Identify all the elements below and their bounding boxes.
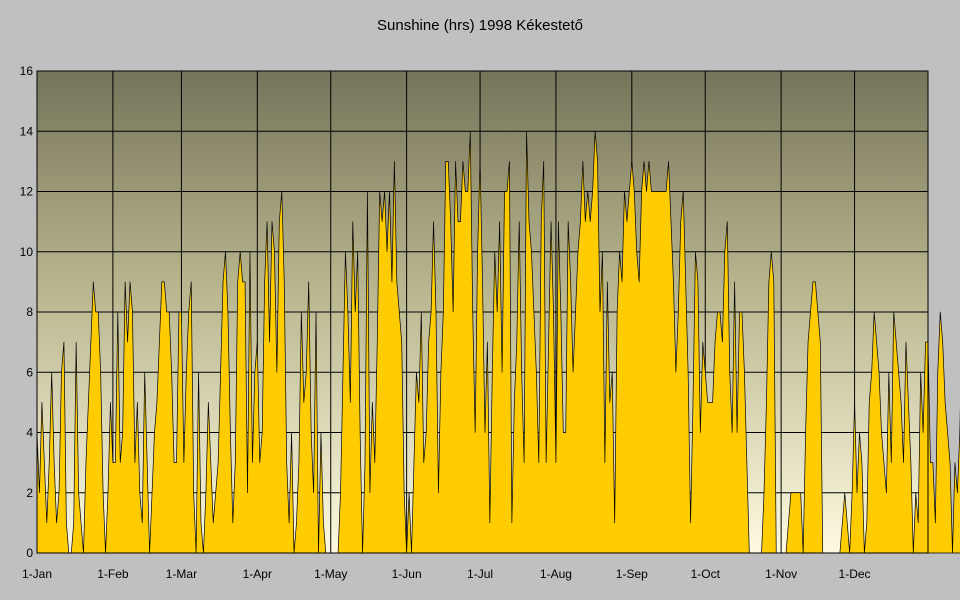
axes: 0 2 4 6 8 10 12 14 16 1-Jan 1-Feb 1-Mar 1-Apr 1-May 1-… <box>20 64 929 581</box>
chart-title: Sunshine (hrs) 1998 Kékestető <box>377 17 583 34</box>
y-tick-label: 2 <box>26 486 33 500</box>
x-tick-label: 1-Jun <box>392 567 422 581</box>
series-area <box>36 130 960 554</box>
y-tick-label: 12 <box>20 185 34 199</box>
x-tick-label: 1-Dec <box>839 567 871 581</box>
series-area-path <box>36 130 960 554</box>
x-tick-label: 1-Apr <box>243 567 272 581</box>
y-tick-label: 10 <box>20 245 34 259</box>
x-tick-label: 1-Jan <box>22 567 52 581</box>
x-tick-label: 1-Feb <box>97 567 129 581</box>
plot-border <box>36 70 929 554</box>
x-tick-label: 1-Oct <box>691 567 721 581</box>
y-tick-label: 8 <box>26 305 33 319</box>
y-tick-label: 14 <box>20 124 34 138</box>
y-tick-label: 16 <box>20 64 34 78</box>
x-tick-label: 1-Nov <box>765 567 797 581</box>
x-tick-label: 1-Sep <box>616 567 648 581</box>
y-tick-label: 0 <box>26 546 33 560</box>
x-tick-label: 1-Mar <box>166 567 197 581</box>
y-tick-label: 6 <box>26 365 33 379</box>
x-tick-label: 1-Aug <box>540 567 572 581</box>
x-tick-label: 1-Jul <box>467 567 493 581</box>
y-tick-label: 4 <box>26 426 33 440</box>
x-tick-label: 1-May <box>314 567 347 581</box>
